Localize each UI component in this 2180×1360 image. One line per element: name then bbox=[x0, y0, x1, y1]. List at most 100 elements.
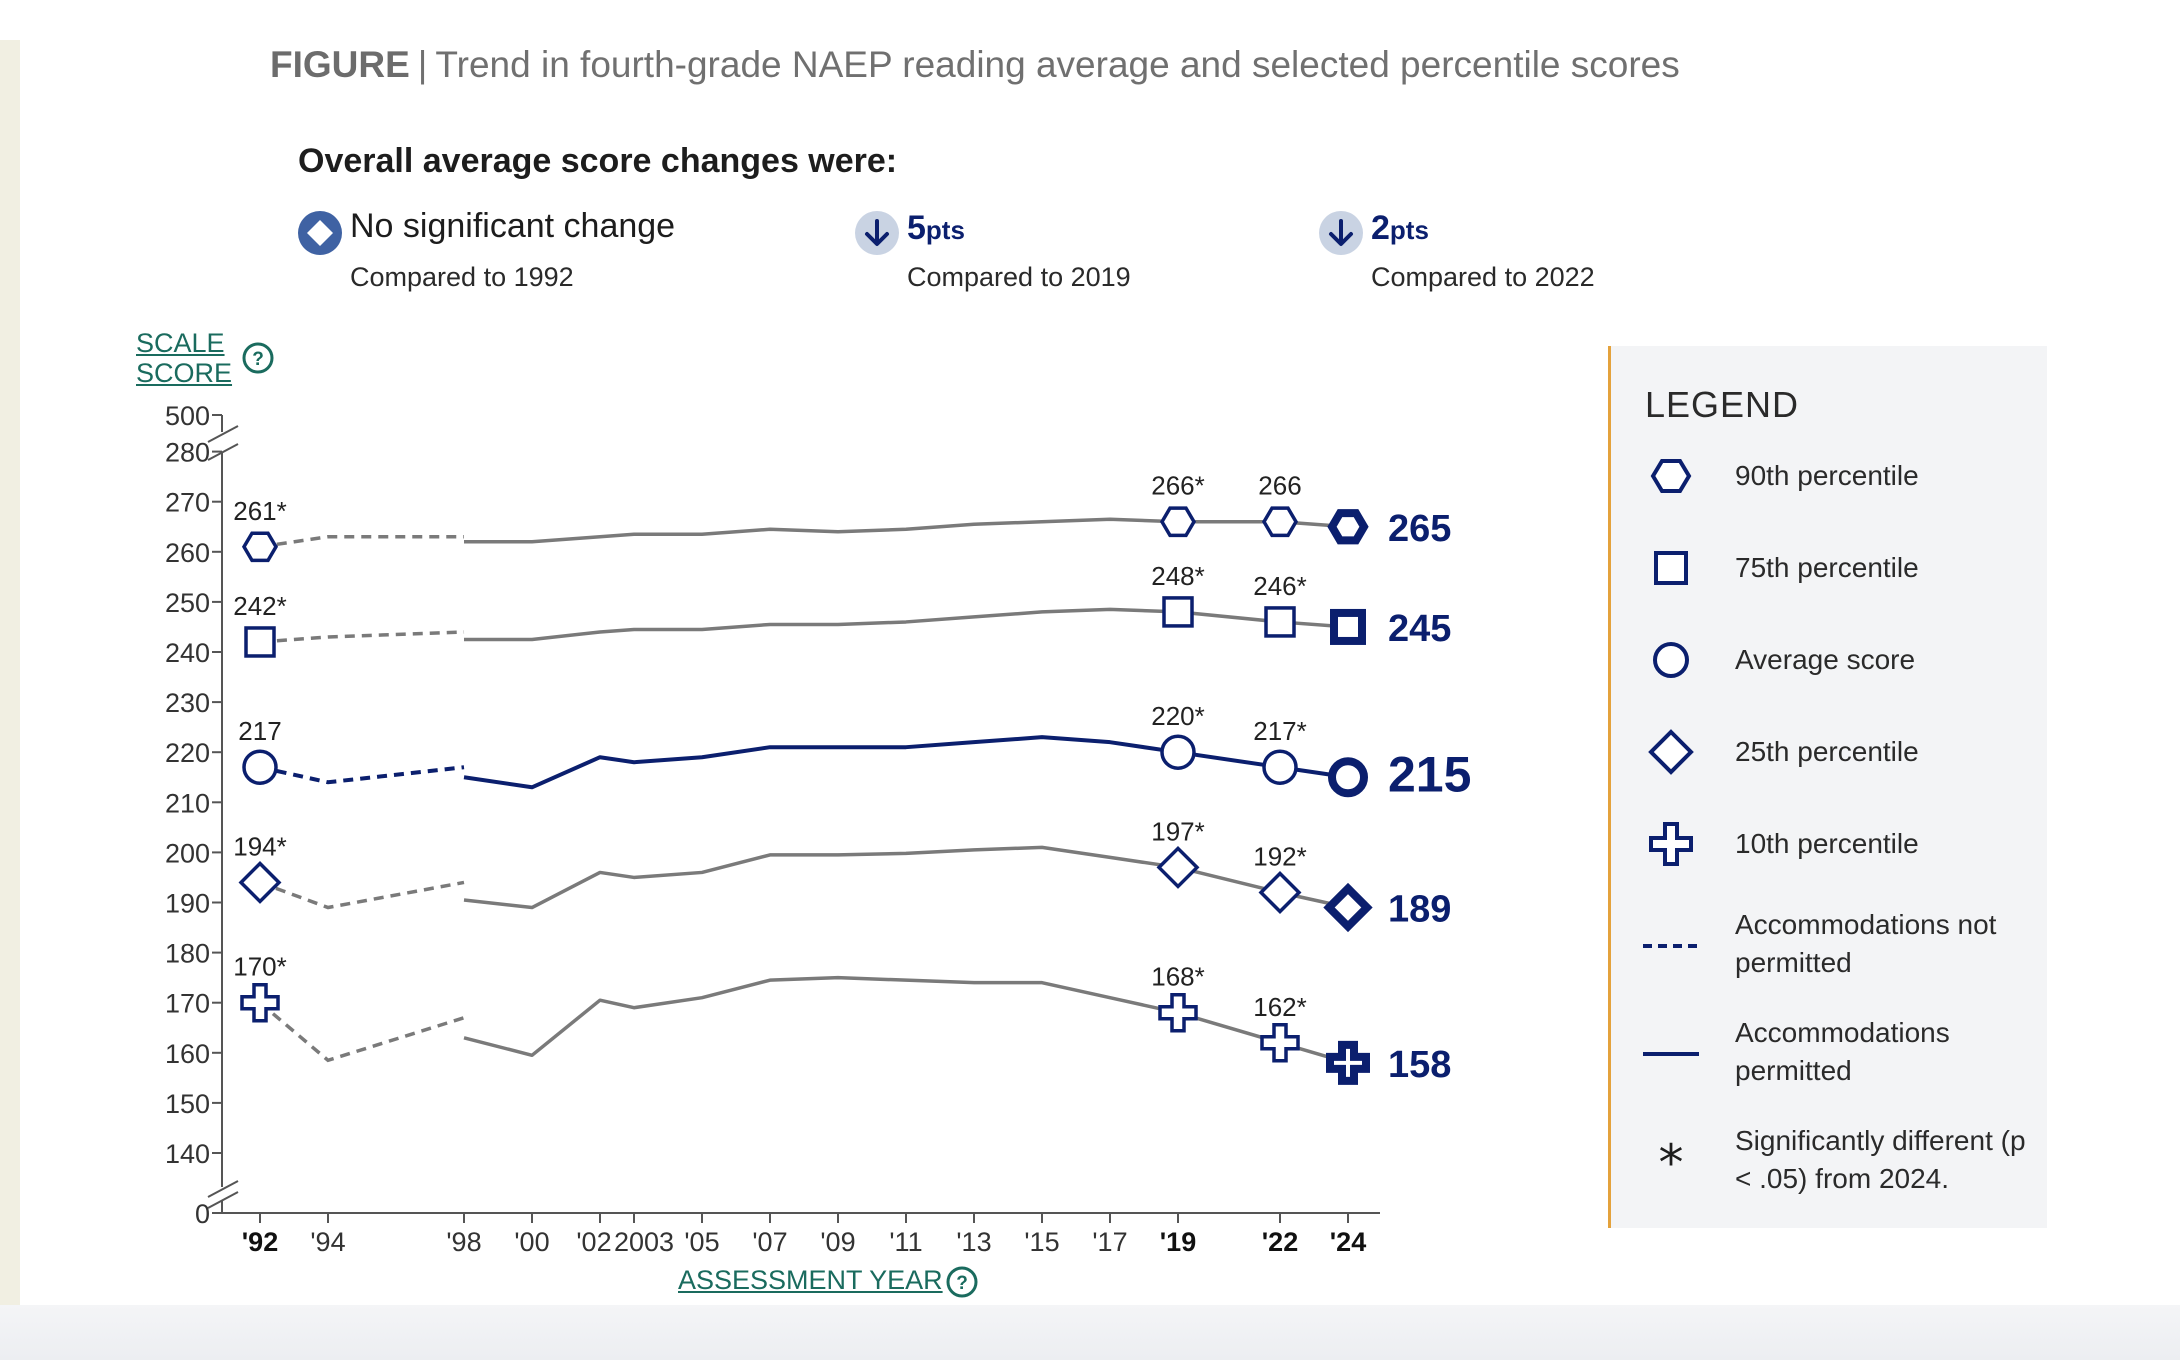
data-label: 194* bbox=[233, 831, 287, 861]
y-tick-label: 160 bbox=[165, 1039, 210, 1069]
y-tick-label: 180 bbox=[165, 939, 210, 969]
legend-panel: LEGEND 90th percentile 75th percentile A… bbox=[1608, 346, 2047, 1228]
data-label: 162* bbox=[1253, 992, 1307, 1022]
down-arrow-icon bbox=[1319, 211, 1363, 255]
x-tick-label: '05 bbox=[684, 1227, 719, 1257]
asterisk-icon: * bbox=[1659, 1134, 1684, 1192]
marker-diamond bbox=[238, 860, 282, 904]
final-value-label: 189 bbox=[1388, 889, 1451, 931]
y-tick-label: 250 bbox=[165, 588, 210, 618]
legend-title: LEGEND bbox=[1645, 384, 1800, 425]
dashed-line-icon bbox=[1643, 944, 1699, 948]
figure-separator: | bbox=[417, 44, 428, 85]
y-axis-title-line2: SCORE bbox=[136, 358, 233, 388]
data-label: 220* bbox=[1151, 701, 1205, 731]
marker-circle bbox=[242, 749, 278, 785]
help-icon[interactable]: ? bbox=[946, 1266, 978, 1298]
marker-hexagon bbox=[1261, 506, 1299, 538]
x-tick-label: '24 bbox=[1330, 1227, 1366, 1257]
data-label: 192* bbox=[1253, 841, 1307, 871]
y-axis-title-line1: SCALE bbox=[136, 328, 225, 358]
series-line-dashed-circle bbox=[259, 765, 465, 785]
x-tick-label: '07 bbox=[752, 1227, 787, 1257]
marker-hexagon bbox=[1327, 509, 1369, 545]
y-tick-label: 0 bbox=[195, 1199, 210, 1229]
data-label: 266 bbox=[1258, 471, 1301, 501]
series-line-solid-square bbox=[464, 607, 1349, 642]
series-line-solid-plus bbox=[463, 975, 1349, 1065]
final-value-label: 245 bbox=[1388, 608, 1451, 650]
marker-plus bbox=[1158, 992, 1198, 1033]
marker-hexagon bbox=[241, 531, 279, 563]
legend-label: Accommodations permitted bbox=[1735, 1017, 1950, 1086]
x-tick-label: '94 bbox=[310, 1227, 345, 1257]
data-label: 168* bbox=[1151, 962, 1205, 992]
x-tick-label: '15 bbox=[1024, 1227, 1059, 1257]
help-icon[interactable]: ? bbox=[242, 342, 274, 374]
figure-title-text: Trend in fourth-grade NAEP reading avera… bbox=[435, 44, 1680, 85]
legend-label: 90th percentile bbox=[1735, 460, 1919, 491]
figure-title: FIGURE | Trend in fourth-grade NAEP readin… bbox=[270, 44, 1680, 86]
marker-plus bbox=[1326, 1040, 1370, 1085]
axis-break-mark bbox=[207, 1191, 239, 1209]
svg-text:?: ? bbox=[252, 349, 264, 370]
legend-label: 25th percentile bbox=[1735, 736, 1919, 767]
marker-square bbox=[1330, 608, 1366, 645]
legend-label: 75th percentile bbox=[1735, 552, 1919, 583]
svg-text:?: ? bbox=[956, 1273, 968, 1294]
figure-tag: FIGURE bbox=[270, 44, 410, 85]
y-tick-label: 230 bbox=[165, 688, 210, 718]
bottom-edge-strip bbox=[0, 1305, 2180, 1360]
change-points-2022: 2pts bbox=[1371, 209, 1429, 248]
marker-hexagon bbox=[1159, 506, 1197, 538]
data-label: 261* bbox=[233, 496, 287, 526]
series-line-solid-circle bbox=[463, 735, 1349, 790]
x-tick-label: '92 bbox=[242, 1227, 278, 1257]
series-line-solid-hexagon bbox=[464, 517, 1349, 544]
change-compare-2019: Compared to 2019 bbox=[907, 262, 1131, 292]
data-label: 246* bbox=[1253, 571, 1307, 601]
change-unit: pts bbox=[925, 215, 965, 245]
axis-break-mark bbox=[207, 425, 239, 443]
marker-circle bbox=[1160, 734, 1196, 770]
marker-plus bbox=[240, 982, 280, 1023]
x-tick-label: '02 bbox=[576, 1227, 611, 1257]
circle-icon bbox=[1653, 642, 1689, 678]
plus-icon bbox=[1649, 822, 1693, 866]
legend-label: Significantly different (p < .05) from 2… bbox=[1735, 1125, 2026, 1194]
series-line-dashed-plus bbox=[258, 1001, 465, 1063]
y-axis-title[interactable]: SCALE SCORE bbox=[136, 328, 232, 388]
diamond-icon bbox=[1648, 729, 1694, 775]
x-tick-label: '19 bbox=[1160, 1227, 1196, 1257]
series-line-dashed-square bbox=[259, 630, 465, 644]
x-tick-label: '13 bbox=[956, 1227, 991, 1257]
x-tick-label: '98 bbox=[446, 1227, 481, 1257]
y-tick-label: 140 bbox=[165, 1139, 210, 1169]
y-tick-label: 190 bbox=[165, 889, 210, 919]
y-tick-label: 170 bbox=[165, 989, 210, 1019]
marker-square bbox=[1264, 606, 1296, 638]
x-tick-label: '11 bbox=[889, 1227, 922, 1257]
data-label: 266* bbox=[1151, 471, 1205, 501]
y-tick-label: 210 bbox=[165, 788, 210, 818]
y-tick-label: 200 bbox=[165, 838, 210, 868]
y-tick-label: 280 bbox=[165, 438, 210, 468]
x-tick-label: '22 bbox=[1262, 1227, 1298, 1257]
data-label: 242* bbox=[233, 591, 287, 621]
x-axis-title[interactable]: ASSESSMENT YEAR bbox=[678, 1265, 943, 1295]
marker-circle bbox=[1328, 757, 1368, 798]
axis-break-mark bbox=[207, 1180, 239, 1198]
data-label: 217* bbox=[1253, 716, 1307, 746]
marker-diamond bbox=[1323, 882, 1373, 933]
final-value-label: 265 bbox=[1388, 508, 1451, 550]
series-line-solid-diamond bbox=[463, 845, 1349, 910]
x-tick-label: '17 bbox=[1092, 1227, 1127, 1257]
marker-diamond bbox=[1258, 871, 1302, 914]
y-tick-label: 240 bbox=[165, 638, 210, 668]
data-label: 217 bbox=[238, 716, 281, 746]
y-tick-label: 260 bbox=[165, 538, 210, 568]
final-value-label: 158 bbox=[1388, 1044, 1451, 1086]
series-line-dashed-hexagon bbox=[259, 535, 464, 549]
change-compare-2022: Compared to 2022 bbox=[1371, 262, 1595, 292]
